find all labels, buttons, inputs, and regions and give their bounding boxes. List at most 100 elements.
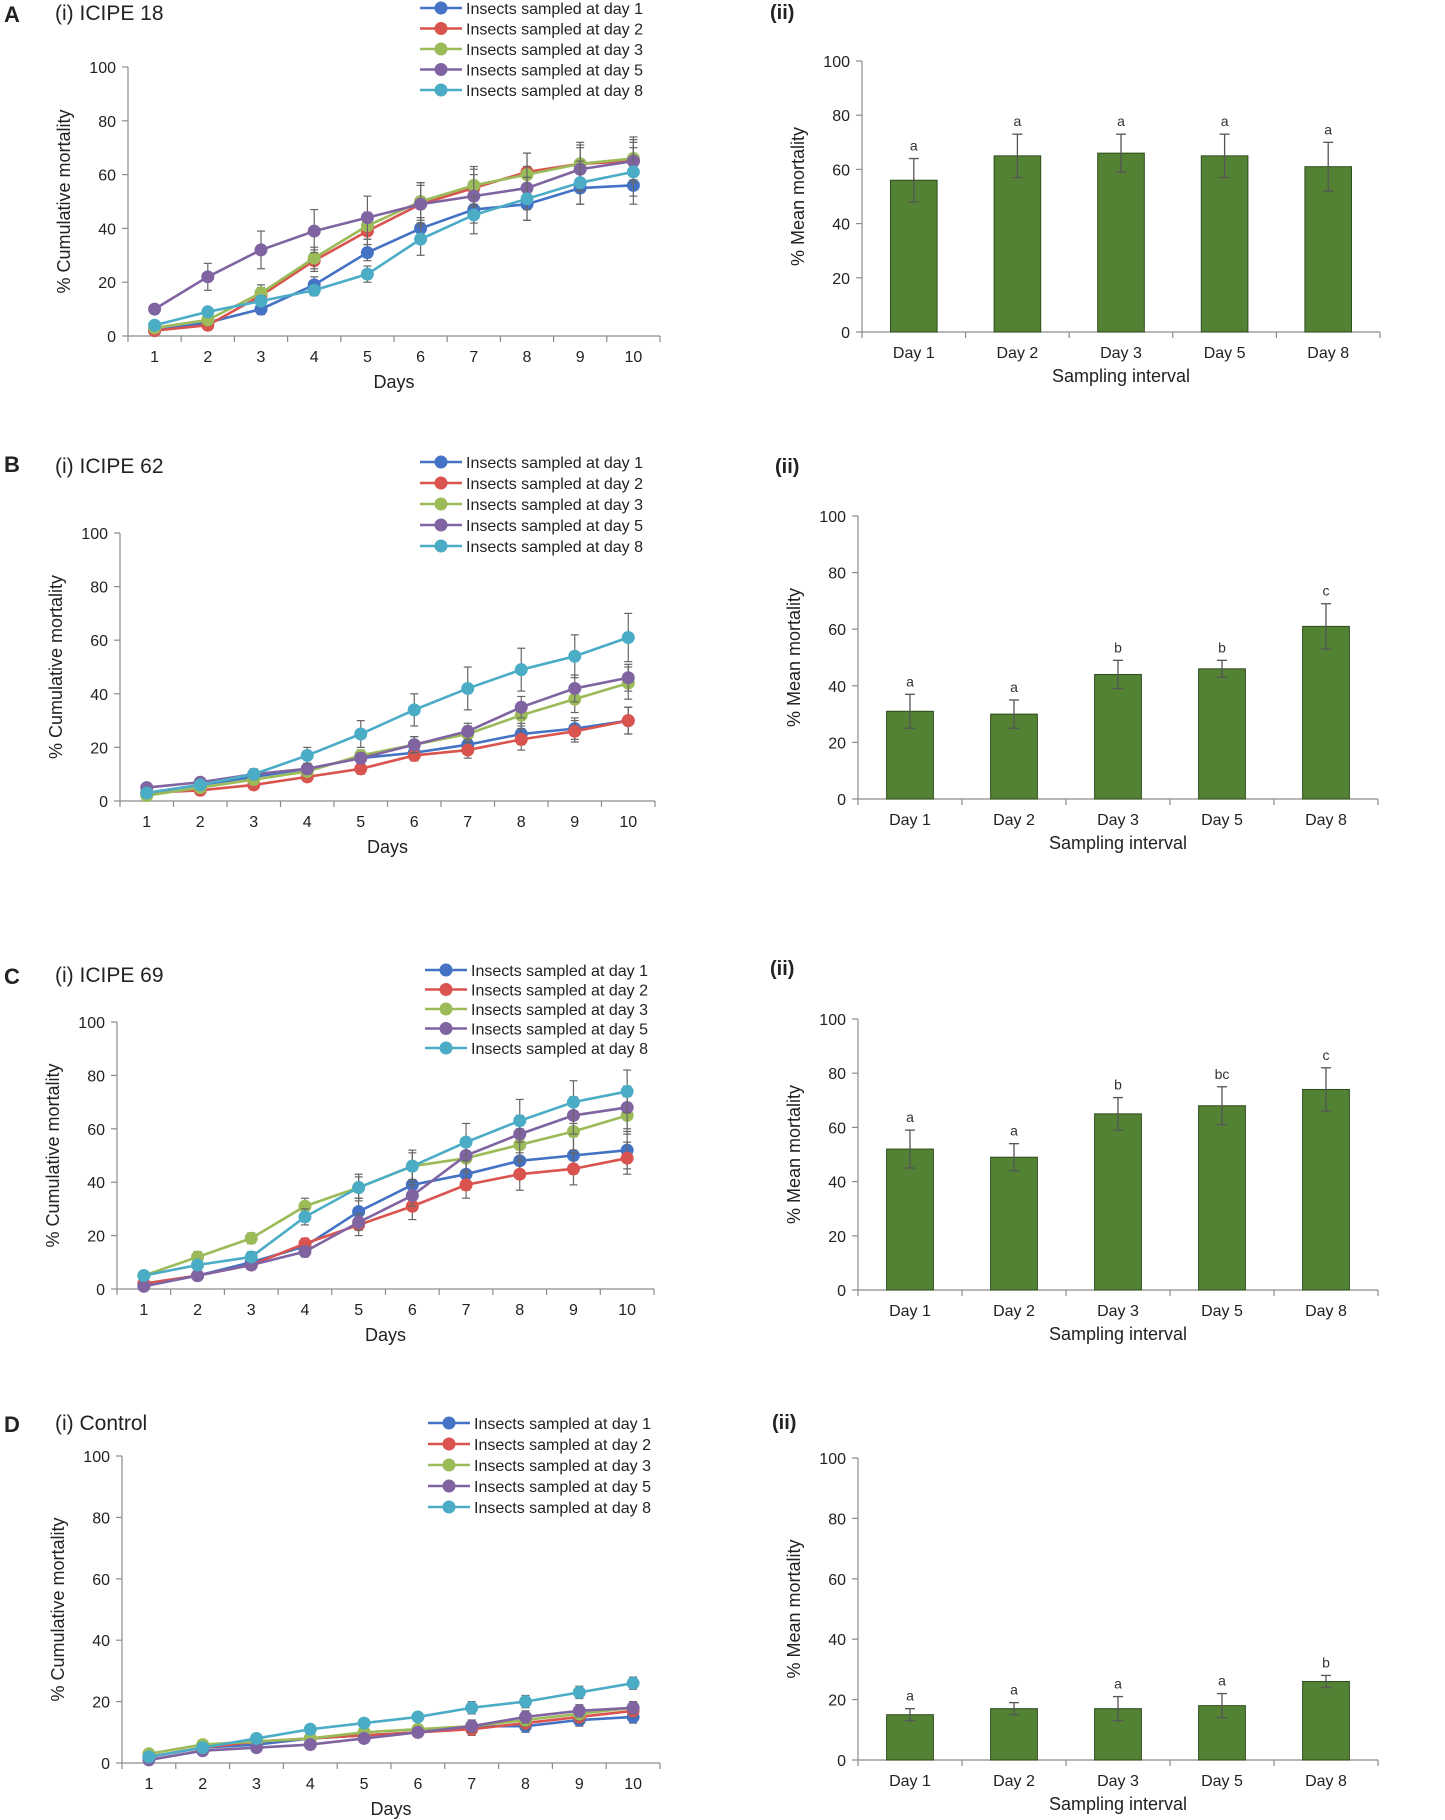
- data-point: [354, 727, 368, 741]
- x-tick-label: Day 3: [1097, 1303, 1139, 1320]
- series-line: [154, 157, 634, 330]
- data-point: [407, 738, 421, 752]
- legend-label: Insects sampled at day 5: [471, 1022, 648, 1039]
- x-tick-label: 2: [193, 1302, 202, 1319]
- series-line: [148, 1709, 634, 1759]
- data-point: [407, 703, 421, 717]
- x-tick-label: 1: [144, 1776, 153, 1793]
- y-tick-label: 0: [101, 1756, 110, 1773]
- bar: [1198, 1105, 1246, 1291]
- x-tick-label: 8: [515, 1302, 524, 1319]
- significance-letter: b: [1114, 639, 1122, 655]
- bar: [1094, 1113, 1142, 1291]
- y-tick-label: 40: [832, 217, 850, 234]
- legend-marker: [442, 1479, 456, 1493]
- y-tick-label: 100: [819, 1012, 846, 1029]
- series-2: [137, 1141, 634, 1291]
- legend-label: Insects sampled at day 3: [471, 1002, 648, 1019]
- legend-marker: [442, 1458, 456, 1472]
- y-tick-label: 60: [828, 622, 846, 639]
- series-3: [142, 1700, 640, 1761]
- x-axis-label: Sampling interval: [1049, 1794, 1187, 1814]
- x-tick-label: 7: [463, 814, 472, 831]
- series-line: [146, 719, 629, 795]
- x-tick-label: 1: [142, 814, 151, 831]
- data-point: [519, 1695, 532, 1709]
- bar: [1094, 673, 1142, 800]
- y-tick-label: 20: [828, 1229, 846, 1246]
- bar: [1302, 625, 1350, 800]
- data-point: [300, 762, 314, 776]
- y-tick-label: 80: [828, 566, 846, 583]
- data-point: [566, 1162, 580, 1176]
- y-tick-label: 80: [90, 580, 108, 597]
- data-point: [568, 724, 582, 738]
- data-point: [467, 208, 481, 222]
- data-point: [354, 762, 368, 776]
- series-5: [142, 1676, 640, 1764]
- x-tick-label: Day 5: [1201, 812, 1243, 829]
- data-point: [254, 294, 268, 308]
- data-point: [461, 743, 475, 757]
- bar-chart-d-ii: 0 20 40 60 80 100 % Mean mortality a Day 1 a Day 2…: [784, 1451, 1379, 1814]
- bar: [993, 155, 1042, 333]
- series-3: [148, 136, 640, 335]
- y-tick-label: 40: [92, 1633, 110, 1650]
- data-point: [621, 714, 635, 728]
- y-tick-label: 80: [98, 114, 116, 131]
- data-point: [405, 1159, 419, 1173]
- y-tick-label: 60: [828, 1120, 846, 1137]
- x-tick-label: 10: [619, 814, 637, 831]
- panel-title-c-ii: (ii): [770, 958, 795, 980]
- x-tick-label: 9: [576, 349, 585, 366]
- data-point: [191, 1258, 205, 1272]
- x-axis-label: Sampling interval: [1052, 366, 1190, 386]
- significance-letter: c: [1323, 1047, 1330, 1063]
- legend-marker: [434, 476, 448, 490]
- significance-letter: c: [1323, 583, 1330, 599]
- x-tick-label: Day 5: [1204, 345, 1246, 362]
- series-line: [146, 636, 629, 795]
- significance-letter: a: [1324, 121, 1332, 137]
- legend-marker: [439, 1022, 453, 1035]
- y-axis-label: % Mean mortality: [784, 1539, 804, 1678]
- x-tick-label: Day 2: [993, 812, 1035, 829]
- legend-marker: [439, 1002, 453, 1016]
- legend-label: Insects sampled at day 2: [471, 983, 648, 1000]
- x-tick-label: 3: [257, 349, 266, 366]
- y-tick-label: 100: [819, 509, 846, 526]
- legend-label: Insects sampled at day 3: [466, 42, 643, 59]
- bar: [1200, 155, 1249, 333]
- x-tick-label: 10: [625, 349, 643, 366]
- y-tick-label: 20: [832, 271, 850, 288]
- bar-chart-b-ii: 0 20 40 60 80 100 % Mean mortality a Day 1 a Day 2…: [784, 509, 1379, 853]
- panel-title-a-ii: (ii): [770, 2, 795, 24]
- legend-label: Insects sampled at day 8: [474, 1500, 651, 1517]
- series-line: [143, 1114, 628, 1277]
- x-tick-label: 4: [306, 1776, 315, 1793]
- y-tick-label: 20: [92, 1695, 110, 1712]
- series-3: [137, 1096, 634, 1283]
- data-point: [298, 1245, 312, 1259]
- bar: [990, 1708, 1038, 1761]
- series-line: [148, 1681, 634, 1759]
- data-point: [360, 267, 374, 281]
- y-tick-label: 0: [99, 794, 108, 811]
- y-tick-label: 60: [87, 1122, 105, 1139]
- data-point: [140, 786, 154, 800]
- y-tick-label: 60: [832, 162, 850, 179]
- x-tick-label: 8: [521, 1776, 530, 1793]
- data-point: [357, 1731, 371, 1745]
- data-point: [514, 732, 528, 746]
- legend-label: Insects sampled at day 5: [466, 63, 643, 80]
- x-tick-label: 4: [300, 1302, 309, 1319]
- bar: [886, 1714, 934, 1761]
- data-point: [513, 1167, 527, 1181]
- y-tick-label: 40: [828, 1632, 846, 1649]
- x-tick-label: 6: [408, 1302, 417, 1319]
- x-tick-label: Day 1: [889, 1773, 931, 1790]
- data-point: [621, 671, 635, 685]
- legend-marker: [442, 1416, 456, 1430]
- data-point: [307, 251, 321, 265]
- series-line: [153, 159, 634, 311]
